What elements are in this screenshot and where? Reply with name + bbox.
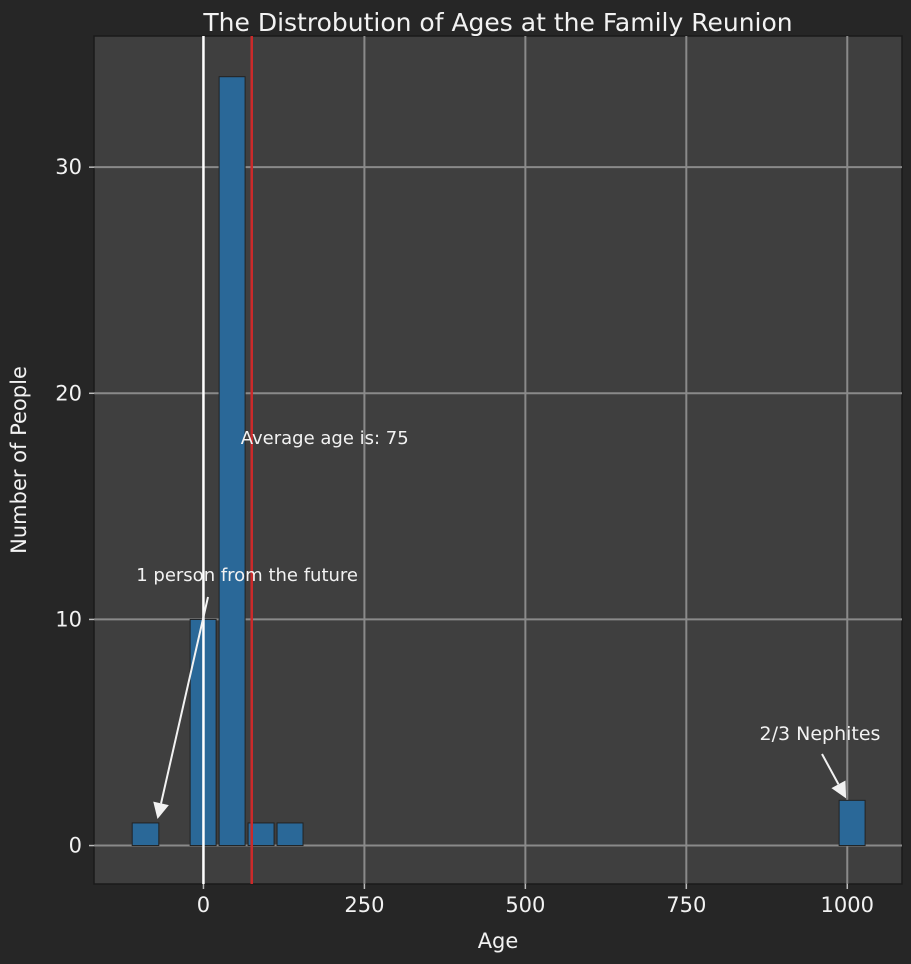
y-axis-label: Number of People [7, 366, 31, 554]
bars-layer [131, 76, 866, 847]
future-arrow [153, 596, 209, 819]
chart-title: The Distrobution of Ages at the Family R… [202, 8, 792, 37]
x-axis-label: Age [478, 929, 519, 953]
histogram-bar [838, 799, 866, 847]
y-tick-label: 30 [55, 155, 82, 179]
nephites-arrow-head [831, 780, 847, 799]
annotations-layer: Average age is: 75 1 person from the futu… [136, 428, 880, 819]
y-tick-label: 20 [55, 381, 82, 405]
y-tick-label: 10 [55, 607, 82, 631]
mean-age-annotation: Average age is: 75 [241, 428, 409, 449]
x-tick-label: 1000 [821, 893, 874, 917]
nephites-arrow [821, 753, 847, 799]
x-tick-label: 750 [666, 893, 706, 917]
future-arrow-shaft [160, 596, 209, 804]
ticks-layer: 0 250 500 750 1000 0 10 20 30 [55, 155, 874, 917]
nephites-arrow-shaft [821, 753, 840, 785]
future-person-annotation: 1 person from the future [136, 565, 358, 586]
histogram-bar [218, 76, 246, 847]
y-tick-label: 0 [69, 834, 82, 858]
histogram-bar [276, 822, 304, 847]
x-tick-label: 500 [505, 893, 545, 917]
x-tick-label: 0 [197, 893, 210, 917]
nephites-annotation: 2/3 Nephites [760, 723, 881, 745]
future-arrow-head [153, 801, 169, 819]
histogram-bar [131, 822, 160, 847]
reference-lines-layer [202, 36, 253, 884]
histogram-bar [247, 822, 275, 847]
x-tick-label: 250 [344, 893, 384, 917]
